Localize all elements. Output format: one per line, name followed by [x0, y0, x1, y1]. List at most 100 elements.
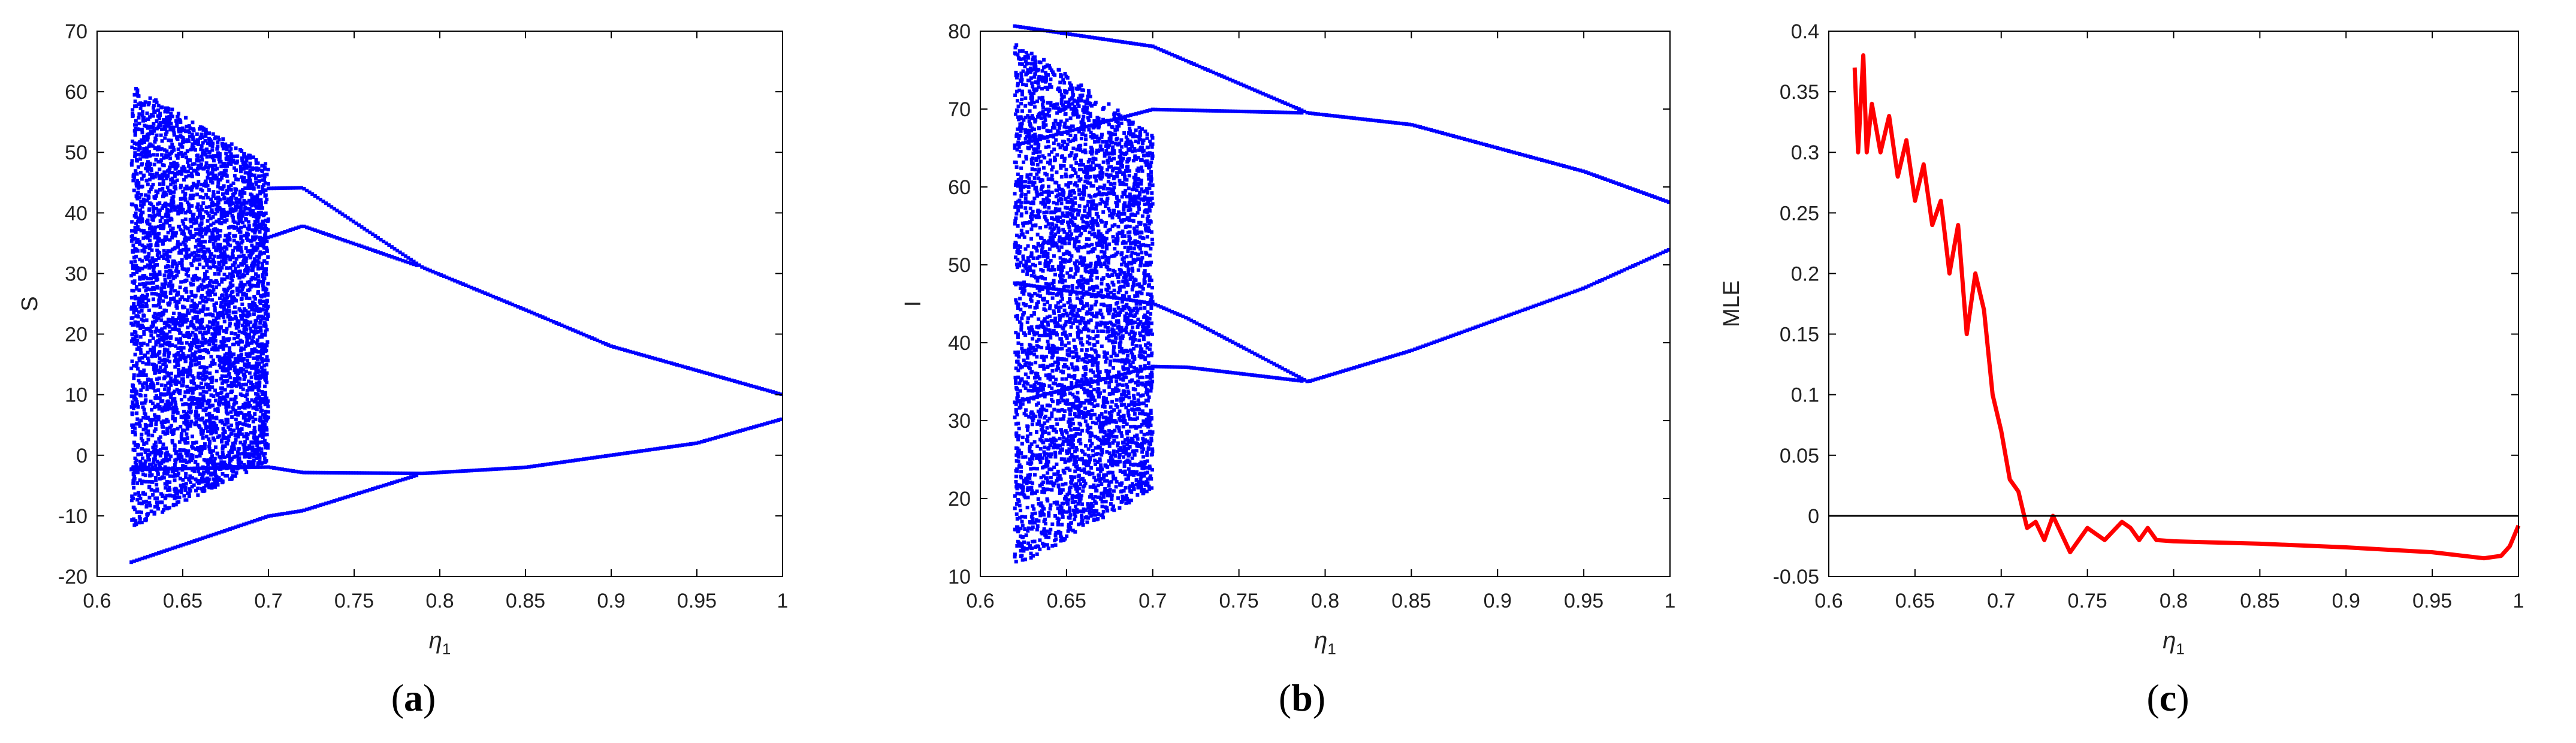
branch-point: [253, 519, 257, 523]
branch-point: [318, 470, 322, 475]
chaos-point: [130, 332, 134, 336]
chaos-point: [192, 354, 197, 358]
chaos-point: [264, 363, 268, 367]
branch-point: [239, 466, 243, 470]
chaos-point: [213, 463, 218, 467]
chaos-point: [164, 446, 168, 451]
chaos-point: [144, 179, 149, 183]
chaos-point: [195, 206, 200, 210]
chaos-point: [204, 390, 209, 394]
branch-point: [165, 251, 169, 255]
chaos-point: [260, 264, 264, 268]
chaos-point: [195, 132, 199, 136]
branch-point: [475, 288, 479, 292]
chaos-point: [168, 291, 173, 295]
chaos-point: [227, 157, 231, 161]
chaos-point: [179, 370, 183, 374]
chaos-point: [140, 185, 144, 189]
branch-point: [702, 439, 706, 443]
chaos-point: [249, 285, 253, 289]
chaos-point: [134, 331, 138, 335]
branch-point: [483, 467, 487, 472]
chaos-point: [174, 327, 178, 331]
chaos-point: [224, 473, 228, 478]
chaos-point: [141, 462, 145, 466]
chaos-point: [207, 439, 212, 443]
chaos-point: [183, 288, 187, 292]
chaos-point: [143, 451, 147, 455]
chaos-point: [192, 162, 197, 166]
chaos-point: [149, 462, 153, 466]
chaos-point: [227, 304, 231, 309]
chaos-point: [240, 250, 244, 254]
chaos-point: [171, 410, 176, 415]
chaos-point: [146, 433, 150, 437]
chaos-point: [240, 405, 244, 409]
chaos-point: [170, 235, 174, 240]
chaos-point: [248, 178, 252, 182]
chaos-point: [221, 192, 225, 196]
chaos-point: [262, 384, 267, 388]
chaos-point: [167, 138, 171, 143]
chaos-point: [150, 214, 154, 218]
chaos-point: [173, 259, 177, 264]
chaos-point: [177, 453, 181, 457]
branch-point: [349, 494, 353, 498]
branch-point: [288, 186, 292, 190]
branch-point: [488, 467, 493, 472]
branch-point: [149, 261, 153, 265]
branch-point: [187, 466, 191, 470]
chaos-point: [144, 289, 148, 293]
chaos-point: [199, 427, 203, 431]
chaos-point: [169, 429, 173, 433]
branch-point: [269, 234, 273, 238]
chaos-point: [158, 213, 162, 217]
branch-point: [140, 267, 144, 271]
chaos-point: [232, 220, 237, 224]
chaos-point: [201, 389, 206, 394]
branch-point: [253, 249, 257, 253]
chaos-point: [231, 364, 235, 368]
branch-point: [228, 466, 232, 470]
chaos-point: [189, 380, 194, 385]
chaos-point: [149, 243, 153, 247]
branch-point: [354, 492, 358, 496]
chaos-point: [140, 113, 144, 117]
chaos-point: [247, 186, 252, 190]
chaos-point: [246, 220, 250, 224]
chaos-point: [161, 446, 165, 450]
branch-point: [735, 380, 739, 384]
chaos-point: [159, 105, 164, 110]
chaos-point: [147, 281, 152, 285]
chaos-point: [156, 125, 161, 129]
chaos-point: [207, 405, 212, 409]
chaos-point: [252, 428, 256, 433]
chaos-point: [263, 443, 267, 447]
branch-point: [189, 466, 194, 470]
branch-point: [343, 214, 348, 218]
chaos-point: [230, 448, 234, 452]
chaos-point: [203, 348, 207, 352]
chaos-point: [213, 478, 218, 482]
chaos-point: [222, 299, 226, 303]
chaos-point: [167, 506, 171, 510]
chaos-point: [155, 482, 159, 487]
chaos-point: [253, 257, 257, 261]
chaos-point: [171, 414, 175, 418]
chaos-point: [223, 210, 227, 215]
branch-point: [573, 329, 578, 333]
chaos-point: [256, 316, 260, 320]
branch-point: [708, 437, 712, 442]
chaos-point: [169, 395, 173, 400]
chaos-point: [176, 427, 180, 431]
chaos-point: [173, 378, 177, 382]
branch-point: [732, 430, 736, 434]
chaos-point: [238, 164, 243, 168]
chaos-point: [205, 155, 209, 159]
chaos-point: [215, 369, 219, 373]
chaos-point: [262, 276, 267, 280]
chaos-point: [261, 280, 265, 285]
chaos-point: [261, 178, 265, 182]
chaos-point: [160, 238, 164, 243]
chaos-point: [171, 432, 175, 436]
